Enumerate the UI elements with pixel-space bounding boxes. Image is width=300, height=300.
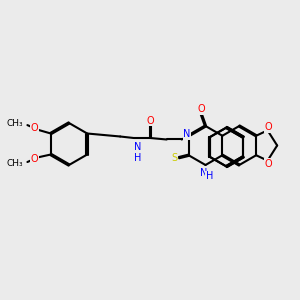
Text: H: H <box>206 171 213 181</box>
Text: CH₃: CH₃ <box>6 119 23 128</box>
Text: O: O <box>264 122 272 132</box>
Text: N: N <box>183 129 191 139</box>
Text: N: N <box>200 168 208 178</box>
Text: S: S <box>172 153 178 163</box>
Text: O: O <box>264 159 272 169</box>
Text: O: O <box>197 104 205 114</box>
Text: O: O <box>31 123 38 133</box>
Text: O: O <box>146 116 154 126</box>
Text: O: O <box>31 154 38 164</box>
Text: CH₃: CH₃ <box>6 159 23 168</box>
Text: N
H: N H <box>134 142 141 163</box>
